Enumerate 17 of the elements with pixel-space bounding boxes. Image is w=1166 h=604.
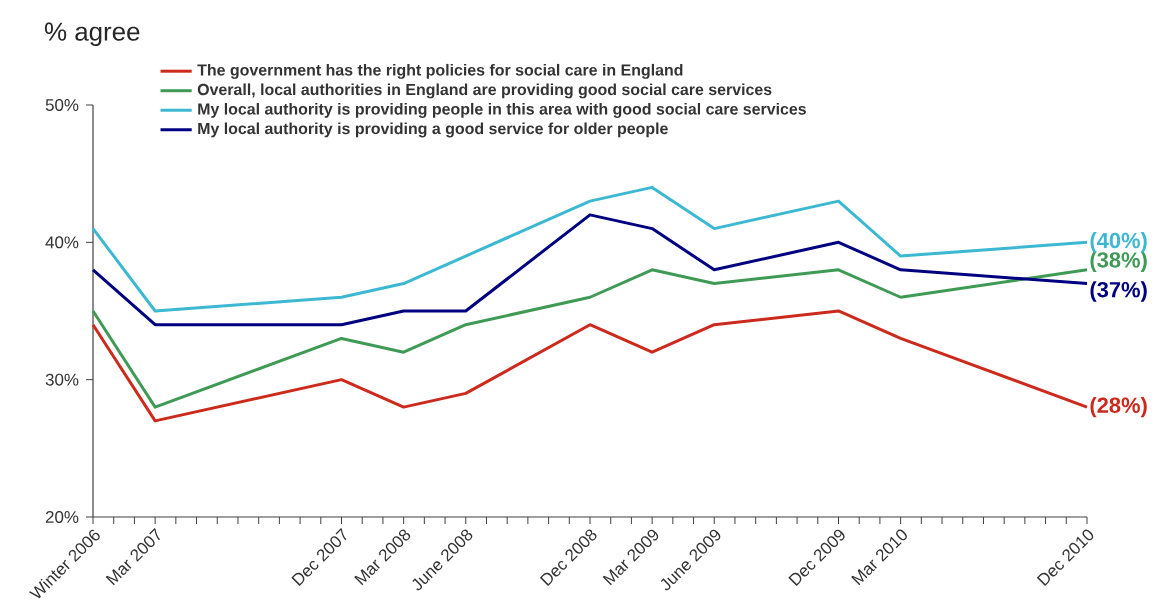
y-tick-label: 30% bbox=[45, 373, 79, 386]
line-series bbox=[91, 186, 1089, 313]
data-label: (38%) bbox=[1090, 251, 1147, 273]
line-series bbox=[91, 213, 1089, 327]
legend-label: Overall, local authorities in England are providing good social care services bbox=[197, 83, 772, 99]
y-tick-label: 50% bbox=[45, 99, 79, 112]
legend-label: My local authority is providing a good service for older people bbox=[198, 122, 668, 138]
line-series bbox=[91, 268, 1089, 409]
data-label: (37%) bbox=[1090, 281, 1147, 302]
y-axis-title: % agree bbox=[44, 22, 140, 47]
line-series bbox=[91, 309, 1089, 423]
data-label: (40%) bbox=[1090, 232, 1147, 253]
legend-label: The government has the right policies for social care in England bbox=[197, 64, 683, 80]
y-tick-label: 40% bbox=[45, 236, 79, 249]
legend-label: My local authority is providing people in this area with good social care services bbox=[198, 103, 806, 119]
y-tick-label: 20% bbox=[45, 511, 79, 524]
data-label: (28%) bbox=[1090, 397, 1147, 418]
